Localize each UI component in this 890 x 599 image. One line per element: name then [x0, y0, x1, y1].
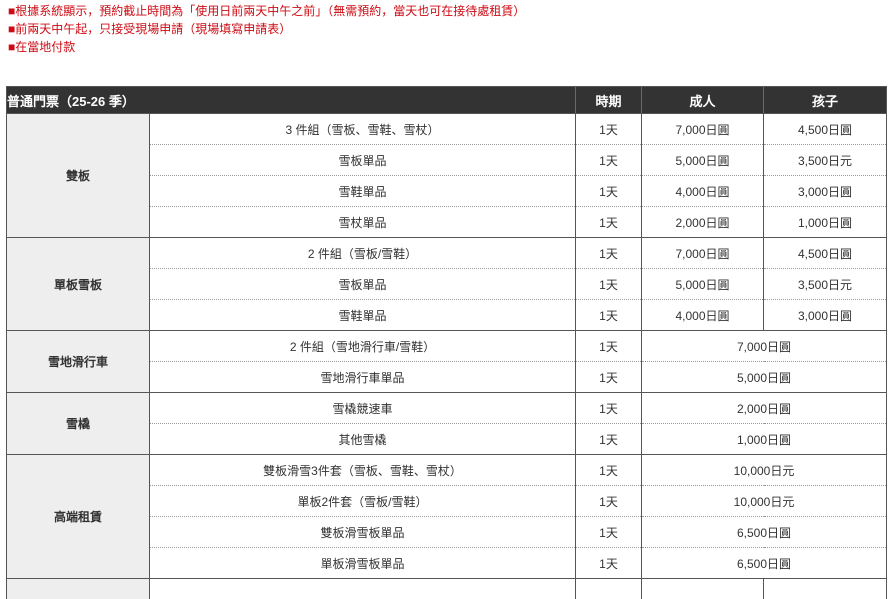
period-cell: 1天	[575, 237, 642, 269]
item-cell: 雪板單品	[149, 144, 576, 176]
table-row: 其他雪橇 1天 1,000日圓	[7, 423, 887, 455]
period-cell: 1天	[575, 113, 642, 145]
price-table: 普通門票（25-26 季） 時期 成人 孩子 雙板 3 件組（雪板、雪鞋、雪杖） 1…	[6, 86, 887, 599]
child-price-cell: 3,500日元	[763, 144, 887, 176]
category-cell	[6, 578, 150, 599]
item-cell: 雪鞋單品	[149, 299, 576, 331]
item-cell: 單板滑雪板單品	[149, 547, 576, 579]
table-row: 雪地滑行車單品 1天 5,000日圓	[7, 361, 887, 393]
child-price-cell: 3,000日圓	[763, 175, 887, 207]
note-line: ■前兩天中午起，只接受現場申請（現場填寫申請表）	[8, 22, 292, 36]
period-cell: 1天	[575, 547, 642, 579]
table-row: 雪橇 雪橇競速車 1天 2,000日圓	[6, 392, 887, 455]
price-cell-merged: 10,000日元	[641, 485, 887, 517]
item-cell: 雪橇競速車	[149, 392, 576, 424]
period-cell: 1天	[575, 361, 642, 393]
table-row: 高端租賃 雙板滑雪3件套（雪板、雪鞋、雪杖） 1天 10,000日元	[6, 454, 887, 579]
column-header-adult: 成人	[641, 86, 764, 114]
item-cell: 2 件組（雪板/雪鞋）	[149, 237, 576, 269]
item-cell: 單板2件套（雪板/雪鞋）	[149, 485, 576, 517]
period-cell: 1天	[575, 206, 642, 238]
adult-price-cell: 5,000日圓	[641, 144, 764, 176]
child-price-cell: 1,000日圓	[763, 206, 887, 238]
adult-price-cell	[641, 578, 764, 599]
notes: ■根據系統顯示，預約截止時間為「使用日前兩天中午之前」（無需預約，當天也可在接待…	[8, 2, 525, 56]
item-cell: 其他雪橇	[149, 423, 576, 455]
price-cell-merged: 1,000日圓	[641, 423, 887, 455]
price-cell-merged: 5,000日圓	[641, 361, 887, 393]
item-cell	[149, 578, 576, 599]
period-cell: 1天	[575, 144, 642, 176]
column-header-child: 孩子	[763, 86, 887, 114]
item-cell: 雙板滑雪板單品	[149, 516, 576, 548]
adult-price-cell: 4,000日圓	[641, 299, 764, 331]
column-header-period: 時期	[575, 86, 642, 114]
period-cell: 1天	[575, 299, 642, 331]
category-cell: 單板雪板	[6, 237, 150, 331]
table-title: 普通門票（25-26 季）	[6, 86, 576, 114]
item-cell: 雪杖單品	[149, 206, 576, 238]
category-cell: 雪橇	[6, 392, 150, 455]
item-cell: 3 件組（雪板、雪鞋、雪杖）	[149, 113, 576, 145]
price-cell-merged: 7,000日圓	[641, 330, 887, 362]
period-cell: 1天	[575, 485, 642, 517]
item-cell: 雪板單品	[149, 268, 576, 300]
table-row: 單板雪板 2 件組（雪板/雪鞋） 1天 7,000日圓 4,500日圓	[6, 237, 887, 331]
table-header-row: 普通門票（25-26 季） 時期 成人 孩子	[6, 86, 887, 114]
price-cell-merged: 6,500日圓	[641, 516, 887, 548]
note-line: ■根據系統顯示，預約截止時間為「使用日前兩天中午之前」（無需預約，當天也可在接待…	[8, 4, 526, 18]
table-row: 雪板單品 1天 5,000日圓 3,500日元	[7, 268, 887, 300]
adult-price-cell: 7,000日圓	[641, 237, 764, 269]
table-row: 雪鞋單品 1天 4,000日圓 3,000日圓	[7, 175, 887, 207]
table-row: 單板2件套（雪板/雪鞋） 1天 10,000日元	[7, 485, 887, 517]
period-cell: 1天	[575, 516, 642, 548]
price-cell-merged: 6,500日圓	[641, 547, 887, 579]
table-row: 雪杖單品 1天 2,000日圓 1,000日圓	[7, 206, 887, 238]
period-cell: 1天	[575, 423, 642, 455]
child-price-cell: 4,500日圓	[763, 237, 887, 269]
adult-price-cell: 2,000日圓	[641, 206, 764, 238]
period-cell: 1天	[575, 175, 642, 207]
child-price-cell: 3,000日圓	[763, 299, 887, 331]
table-row: 雙板滑雪板單品 1天 6,500日圓	[7, 516, 887, 548]
adult-price-cell: 4,000日圓	[641, 175, 764, 207]
note-line: ■在當地付款	[8, 40, 76, 54]
category-cell: 高端租賃	[6, 454, 150, 579]
table-row: 雪鞋單品 1天 4,000日圓 3,000日圓	[7, 299, 887, 331]
child-price-cell: 4,500日圓	[763, 113, 887, 145]
category-cell: 雪地滑行車	[6, 330, 150, 393]
table-row: 雙板 3 件組（雪板、雪鞋、雪杖） 1天 7,000日圓 4,500日圓	[6, 113, 887, 238]
child-price-cell	[763, 578, 887, 599]
child-price-cell: 3,500日元	[763, 268, 887, 300]
category-cell: 雙板	[6, 113, 150, 238]
period-cell: 1天	[575, 454, 642, 486]
adult-price-cell: 7,000日圓	[641, 113, 764, 145]
item-cell: 雪鞋單品	[149, 175, 576, 207]
period-cell: 1天	[575, 392, 642, 424]
price-cell-merged: 2,000日圓	[641, 392, 887, 424]
adult-price-cell: 5,000日圓	[641, 268, 764, 300]
item-cell: 雙板滑雪3件套（雪板、雪鞋、雪杖）	[149, 454, 576, 486]
period-cell: 1天	[575, 268, 642, 300]
period-cell	[575, 578, 642, 599]
table-row: 雪地滑行車 2 件組（雪地滑行車/雪鞋） 1天 7,000日圓	[6, 330, 887, 393]
table-row: 雪板單品 1天 5,000日圓 3,500日元	[7, 144, 887, 176]
item-cell: 2 件組（雪地滑行車/雪鞋）	[149, 330, 576, 362]
table-row	[6, 578, 887, 599]
item-cell: 雪地滑行車單品	[149, 361, 576, 393]
period-cell: 1天	[575, 330, 642, 362]
price-cell-merged: 10,000日元	[641, 454, 887, 486]
table-row: 單板滑雪板單品 1天 6,500日圓	[7, 547, 887, 579]
